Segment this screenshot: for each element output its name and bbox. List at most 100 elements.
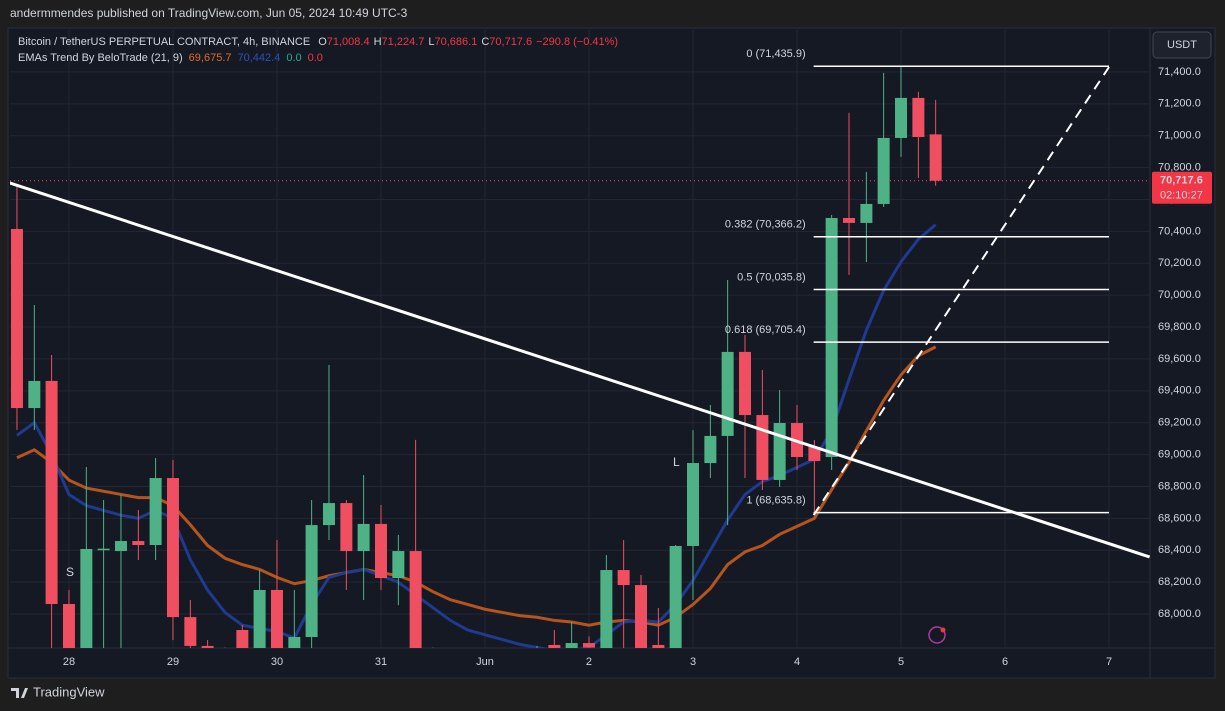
candle-body xyxy=(322,503,335,526)
candle-body xyxy=(184,617,197,646)
candle-body xyxy=(305,525,318,637)
candle-body xyxy=(10,228,23,409)
candle-body xyxy=(929,134,942,181)
candle-body xyxy=(236,629,249,648)
y-tick-label: 68,000.0 xyxy=(1158,608,1201,620)
y-tick-label: 70,200.0 xyxy=(1158,257,1201,269)
candle-body xyxy=(739,351,752,416)
trend-line xyxy=(10,181,1150,559)
candle-body xyxy=(288,636,301,648)
signal-label: S xyxy=(66,565,74,579)
candle-body xyxy=(62,603,75,648)
candle-body xyxy=(617,570,630,586)
candle-body xyxy=(721,351,734,436)
candle-body xyxy=(548,644,561,648)
x-tick-label: 29 xyxy=(167,656,179,668)
x-tick-label: 7 xyxy=(1106,656,1112,668)
candle-body xyxy=(895,97,908,138)
c-value: 70,717.6 xyxy=(489,36,532,48)
candle-body xyxy=(80,548,93,648)
candle-body xyxy=(392,551,405,579)
o-value: 71,008.4 xyxy=(327,36,370,48)
alert-dot xyxy=(940,627,946,633)
y-tick-label: 70,000.0 xyxy=(1158,289,1201,301)
candle-body xyxy=(582,643,595,648)
symbol: Bitcoin / TetherUS PERPETUAL CONTRACT, 4… xyxy=(18,36,310,48)
alert-circle xyxy=(928,626,946,644)
candle-body xyxy=(409,551,422,648)
candle-body xyxy=(877,137,890,204)
y-tick-label: 69,400.0 xyxy=(1158,385,1201,397)
logo-mark xyxy=(11,688,28,698)
candle-body xyxy=(600,570,613,648)
x-tick-label: 3 xyxy=(690,656,696,668)
candle-body xyxy=(912,97,925,137)
candle-body xyxy=(45,380,58,604)
trend-line xyxy=(812,66,1110,516)
y-tick-label: 68,400.0 xyxy=(1158,544,1201,556)
h-key: H xyxy=(374,36,382,48)
y-tick-label: 70,400.0 xyxy=(1158,225,1201,237)
change: −290.8 (−0.41%) xyxy=(536,36,618,48)
currency-button[interactable] xyxy=(1152,31,1212,59)
indicator-extra: 0.0 xyxy=(286,52,301,64)
fib-label: 0 (71,435.9) xyxy=(746,48,805,60)
x-tick-label: 30 xyxy=(271,656,283,668)
o-key: O xyxy=(318,36,327,48)
candle-body xyxy=(634,585,647,648)
candle-body xyxy=(843,217,856,223)
x-tick-label: 4 xyxy=(794,656,800,668)
currency[interactable]: USDT xyxy=(1167,39,1197,51)
y-tick-label: 69,000.0 xyxy=(1158,449,1201,461)
candle-body xyxy=(565,643,578,648)
countdown-label: 02:10:27 xyxy=(1160,190,1203,202)
candle-body xyxy=(97,548,110,551)
candle-body xyxy=(253,589,266,648)
y-tick-label: 68,200.0 xyxy=(1158,576,1201,588)
fib-label: 0.618 (69,705.4) xyxy=(725,324,806,336)
x-tick-label: 28 xyxy=(63,656,75,668)
y-tick-label: 68,800.0 xyxy=(1158,480,1201,492)
y-tick-label: 69,600.0 xyxy=(1158,353,1201,365)
candle-body xyxy=(28,380,41,409)
brand: TradingView xyxy=(33,684,105,699)
h-value: 71,224.7 xyxy=(382,36,425,48)
y-tick-label: 70,800.0 xyxy=(1158,162,1201,174)
candle-body xyxy=(149,478,162,545)
y-tick-label: 69,200.0 xyxy=(1158,417,1201,429)
chart-panel xyxy=(7,27,1216,679)
candle-body xyxy=(340,503,353,552)
candle-body xyxy=(166,478,179,618)
c-key: C xyxy=(481,36,489,48)
candle-body xyxy=(114,541,127,552)
x-tick-label: 6 xyxy=(1002,656,1008,668)
y-tick-label: 71,400.0 xyxy=(1158,66,1201,78)
candle-body xyxy=(132,541,145,545)
candle-body xyxy=(825,217,838,457)
candle-body xyxy=(357,523,370,552)
x-tick-label: 31 xyxy=(375,656,387,668)
candle-body xyxy=(687,463,700,546)
candle-body xyxy=(860,203,873,223)
x-tick-label: Jun xyxy=(476,656,494,668)
candle-body xyxy=(201,645,214,648)
candle-body xyxy=(773,423,786,480)
alert-icon xyxy=(928,626,946,644)
ema-value: 70,442.4 xyxy=(238,52,281,64)
indicator-name: EMAs Trend By BeloTrade (21, 9) xyxy=(18,52,183,64)
tradingview-logo: TradingView xyxy=(11,684,105,699)
plot-area xyxy=(10,30,1150,648)
ema-value: 69,675.7 xyxy=(189,52,232,64)
candle-body xyxy=(374,523,387,579)
x-tick-label: 5 xyxy=(898,656,904,668)
x-tick-label: 2 xyxy=(586,656,592,668)
candle-body xyxy=(756,415,769,480)
indicator-extra: 0.0 xyxy=(308,52,323,64)
y-tick-label: 71,200.0 xyxy=(1158,98,1201,110)
legend-symbol: Bitcoin / TetherUS PERPETUAL CONTRACT, 4… xyxy=(18,36,618,48)
y-tick-label: 71,000.0 xyxy=(1158,130,1201,142)
candle-body xyxy=(270,589,283,648)
l-key: L xyxy=(428,36,434,48)
fib-label: 0.5 (70,035.8) xyxy=(737,271,806,283)
